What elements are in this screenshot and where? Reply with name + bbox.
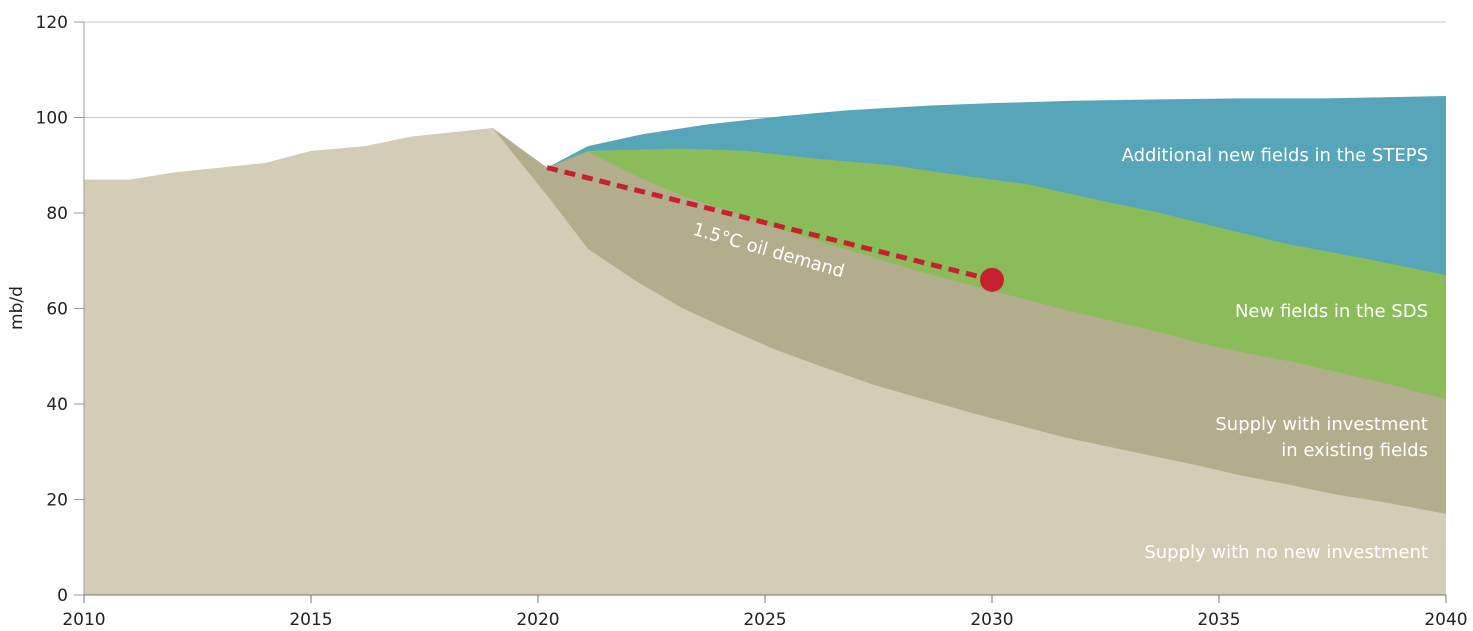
demand-line bbox=[546, 165, 993, 283]
label-sds: New fields in the SDS bbox=[1235, 301, 1428, 322]
x-tick-label-2040: 2040 bbox=[1424, 610, 1467, 630]
y-tick-label-100: 100 bbox=[36, 109, 68, 129]
x-tick-label-2015: 2015 bbox=[289, 610, 332, 630]
y-tick-label-60: 60 bbox=[46, 300, 68, 320]
x-tick-label-2035: 2035 bbox=[1197, 610, 1240, 630]
y-tick-label-120: 120 bbox=[36, 13, 68, 33]
area-supply-with-no-new-investment bbox=[84, 128, 1446, 595]
label-steps: Additional new fields in the STEPS bbox=[1122, 145, 1428, 166]
x-tick-label-2020: 2020 bbox=[516, 610, 559, 630]
y-tick-label-80: 80 bbox=[46, 204, 68, 224]
area-layer bbox=[84, 96, 1447, 595]
demand-2030-marker bbox=[980, 267, 1004, 292]
y-tick-label-0: 0 bbox=[57, 586, 68, 606]
demand-line-layer bbox=[546, 165, 1004, 292]
x-tick-label-2025: 2025 bbox=[743, 610, 786, 630]
label-no-investment: Supply with no new investment bbox=[1144, 542, 1428, 563]
y-axis-title: mb/d bbox=[7, 286, 27, 330]
label-existing-line2: in existing fields bbox=[1281, 440, 1428, 461]
x-tick-label-2010: 2010 bbox=[62, 610, 105, 630]
x-tick-label-2030: 2030 bbox=[970, 610, 1013, 630]
label-existing-line1: Supply with investment bbox=[1215, 414, 1428, 435]
y-tick-label-20: 20 bbox=[46, 491, 68, 511]
y-tick-label-40: 40 bbox=[46, 395, 68, 415]
